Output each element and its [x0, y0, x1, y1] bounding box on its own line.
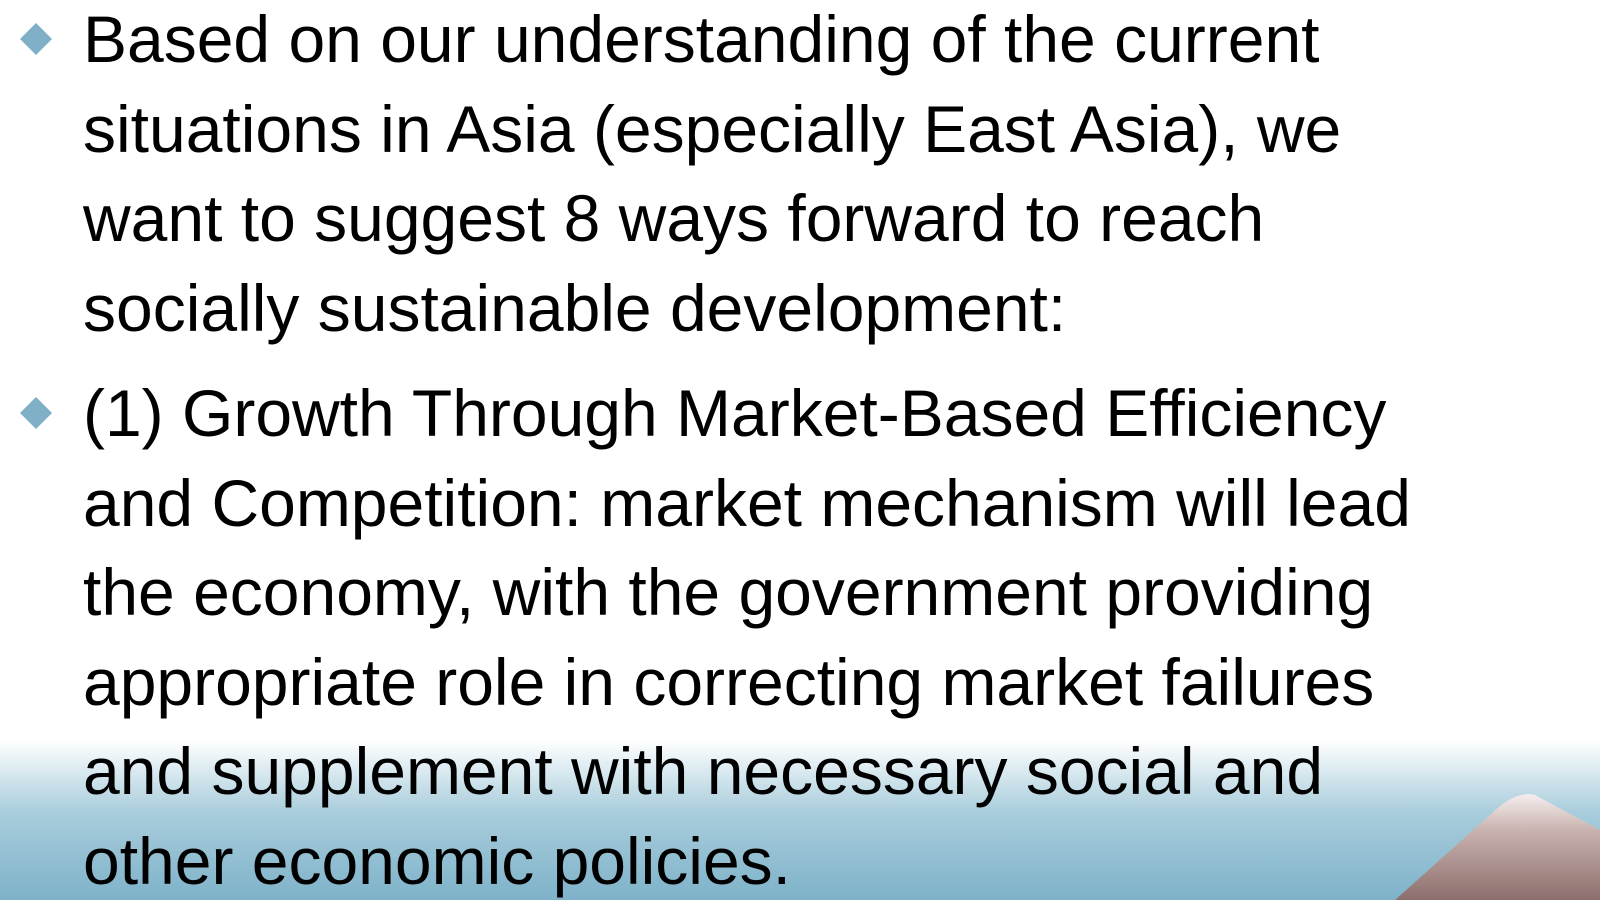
text-line: want to suggest 8 ways forward to reach [83, 173, 1264, 263]
text-line: Based on our understanding of the curren… [83, 0, 1320, 84]
text-line: socially sustainable development: [83, 263, 1066, 353]
text-line: other economic policies. [83, 816, 791, 906]
text-line: and Competition: market mechanism will l… [83, 458, 1411, 548]
text-line: situations in Asia (especially East Asia… [83, 84, 1341, 174]
text-line: the economy, with the government providi… [83, 547, 1373, 637]
bullet-diamond [18, 395, 54, 431]
slide: {"bullets": [ {"lines": ["Based on our u… [0, 0, 1600, 900]
text-line: appropriate role in correcting market fa… [83, 637, 1374, 727]
text-line: (1) Growth Through Market-Based Efficien… [83, 368, 1386, 458]
text-line: and supplement with necessary social and [83, 726, 1323, 816]
bullet-diamond [18, 21, 54, 57]
